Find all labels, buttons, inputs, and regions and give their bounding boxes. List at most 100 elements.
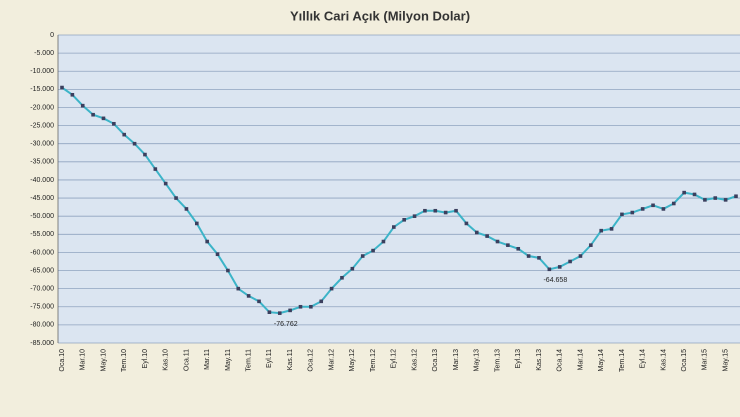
- x-tick-label: Mar.11: [204, 349, 211, 370]
- x-tick-label: Kas.12: [411, 349, 418, 371]
- marker: [101, 116, 106, 121]
- value-label: -76.762: [274, 321, 298, 328]
- x-tick-label: Tem.13: [494, 349, 501, 372]
- y-tick-label: -80.000: [30, 322, 54, 329]
- marker: [153, 167, 158, 171]
- marker: [526, 254, 531, 258]
- x-tick-label: Mar.15: [702, 349, 709, 371]
- x-tick-label: May.15: [722, 349, 729, 372]
- marker: [516, 246, 521, 251]
- marker: [195, 221, 199, 226]
- marker: [723, 198, 728, 202]
- y-tick-label: -75.000: [30, 304, 54, 311]
- y-tick-label: -5.000: [34, 50, 54, 57]
- marker: [288, 308, 292, 313]
- marker: [640, 207, 645, 211]
- x-tick-label: Eyl.11: [266, 349, 273, 368]
- x-tick-label: Oca.13: [432, 349, 439, 372]
- marker: [464, 221, 469, 226]
- marker: [350, 266, 355, 271]
- marker: [215, 252, 220, 257]
- marker: [578, 254, 583, 258]
- x-tick-label: Oca.10: [59, 349, 66, 372]
- marker: [91, 112, 95, 117]
- x-tick-label: May.13: [474, 349, 481, 372]
- y-tick-label: -25.000: [30, 122, 54, 129]
- marker: [537, 256, 541, 260]
- marker: [309, 304, 313, 309]
- marker: [340, 275, 344, 280]
- marker: [205, 239, 209, 244]
- marker: [246, 294, 251, 298]
- marker: [661, 207, 666, 211]
- marker: [557, 265, 562, 269]
- marker: [671, 201, 676, 206]
- y-tick-label: -40.000: [30, 177, 54, 184]
- marker: [226, 268, 230, 273]
- y-tick-label: -15.000: [30, 86, 54, 93]
- y-tick-label: -50.000: [30, 213, 54, 220]
- y-tick-label: 0: [50, 32, 54, 39]
- marker: [80, 103, 85, 108]
- y-tick-label: -10.000: [30, 68, 54, 75]
- x-tick-label: Eyl.13: [515, 349, 522, 369]
- y-tick-label: -70.000: [30, 285, 54, 292]
- marker: [734, 194, 738, 199]
- x-tick-label: Eyl.10: [142, 349, 149, 369]
- marker: [381, 239, 386, 244]
- marker: [277, 311, 282, 315]
- marker: [485, 234, 489, 238]
- marker: [454, 208, 458, 213]
- marker: [609, 227, 614, 231]
- marker: [163, 181, 168, 186]
- marker: [474, 230, 479, 235]
- marker: [692, 192, 697, 197]
- x-tick-label: Kas.11: [287, 349, 294, 370]
- y-tick-label: -55.000: [30, 231, 54, 238]
- marker: [443, 210, 448, 215]
- x-tick-label: Tem.12: [370, 349, 377, 372]
- x-tick-label: Tem.11: [245, 349, 252, 372]
- marker: [568, 259, 572, 264]
- x-tick-label: Tem.14: [619, 349, 626, 372]
- x-tick-label: May.12: [349, 349, 356, 372]
- marker: [495, 239, 500, 244]
- marker: [402, 218, 406, 222]
- marker: [360, 254, 365, 258]
- marker: [423, 208, 427, 213]
- marker: [298, 304, 303, 309]
- marker: [651, 203, 655, 208]
- x-tick-label: Mar.14: [577, 349, 584, 371]
- x-tick-label: Oca.11: [183, 349, 190, 371]
- marker: [70, 92, 75, 97]
- marker: [433, 208, 438, 213]
- x-tick-label: Oca.15: [681, 349, 688, 372]
- marker: [319, 299, 324, 304]
- marker: [143, 152, 147, 157]
- y-tick-label: -30.000: [30, 141, 54, 148]
- x-tick-label: May.14: [598, 349, 605, 372]
- marker: [713, 196, 718, 200]
- marker: [589, 243, 593, 247]
- x-tick-label: Eyl.14: [640, 349, 647, 369]
- marker: [60, 85, 64, 90]
- marker: [506, 243, 510, 247]
- x-tick-label: May.11: [225, 349, 232, 371]
- marker: [547, 267, 552, 272]
- value-label: -64.658: [543, 277, 567, 284]
- y-tick-label: -85.000: [30, 340, 54, 347]
- x-tick-label: Mar.12: [328, 349, 335, 371]
- y-tick-label: -65.000: [30, 267, 54, 274]
- marker: [682, 190, 686, 195]
- x-tick-label: Mar.13: [453, 349, 460, 371]
- x-tick-label: Kas.13: [536, 349, 543, 371]
- x-tick-label: Oca.14: [557, 349, 564, 372]
- chart-title: Yıllık Cari Açık (Milyon Dolar): [290, 8, 470, 23]
- marker: [122, 132, 127, 137]
- marker: [174, 196, 178, 200]
- marker: [620, 212, 624, 217]
- marker: [236, 286, 241, 291]
- marker: [599, 228, 603, 233]
